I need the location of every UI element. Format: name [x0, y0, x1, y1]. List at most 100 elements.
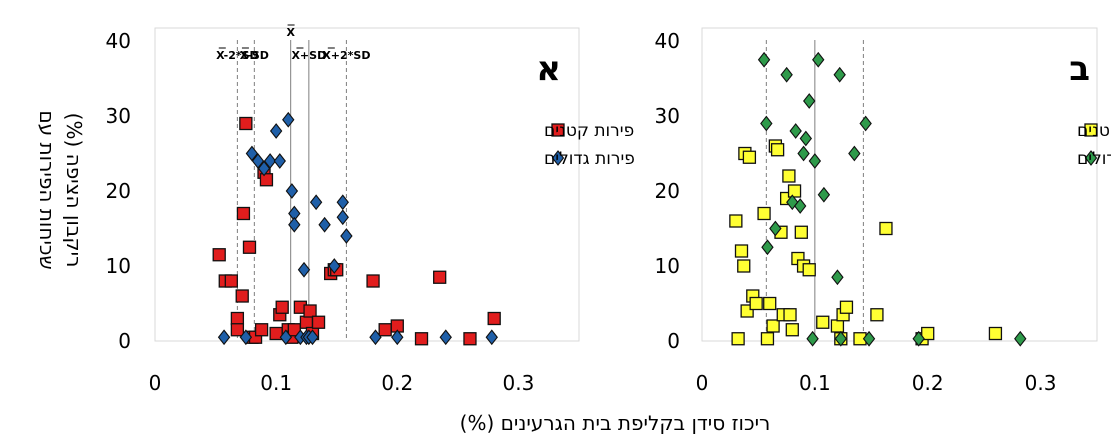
large-fruit-point [769, 220, 782, 237]
y-tick-label: 0 [667, 329, 680, 353]
small-fruit-point [766, 319, 780, 333]
small-fruit-point [749, 296, 763, 311]
small-fruit-point [275, 300, 289, 314]
small-fruit-point [378, 323, 392, 337]
y-tick-label: 30 [106, 104, 131, 128]
y-tick-label: 30 [655, 104, 680, 128]
small-fruit-point [757, 206, 771, 221]
panel-a-reference-lines: X-2*SDX-SD X X+SDX+2*SD [216, 24, 370, 341]
reference-line-label: X [286, 26, 295, 39]
y-axis-title-line-1: שכיחות הפירות עם [35, 110, 59, 269]
large-fruit-point [391, 329, 404, 346]
y-tick-label: 40 [106, 29, 131, 53]
large-fruit-point [817, 186, 831, 203]
small-fruit-point [239, 116, 253, 131]
panel-b-y-ticks: 0 10 20 30 40 [655, 29, 680, 353]
large-fruit-point [336, 209, 349, 226]
small-fruit-point [879, 221, 893, 236]
large-fruit-point [797, 145, 810, 162]
small-fruit-point [734, 244, 749, 258]
small-fruit-point [235, 289, 249, 303]
small-fruit-point [463, 332, 477, 346]
large-fruit-point [789, 123, 802, 139]
small-fruit-point [783, 308, 797, 322]
y-axis-title-line-2: ריקבון הציפה (%) [62, 113, 86, 268]
large-fruit-point [808, 153, 822, 169]
large-fruit-point [340, 228, 353, 244]
panel-a-points [212, 111, 501, 346]
large-fruit-point [803, 93, 816, 109]
small-fruit-point [414, 332, 429, 346]
y-tick-label: 20 [106, 179, 131, 203]
x-tick-label: 0.2 [381, 371, 413, 395]
large-fruit-point [1014, 330, 1027, 347]
small-fruit-point [737, 259, 751, 273]
legend-label: פירות גדולים [1077, 149, 1111, 169]
large-fruit-point [848, 145, 861, 162]
large-fruit-point [757, 51, 771, 68]
large-fruit-point [833, 66, 846, 83]
small-fruit-point [311, 315, 326, 329]
y-axis-title: שכיחות הפירות עם ריקבון הציפה (%) [35, 110, 86, 269]
large-fruit-point [336, 194, 349, 211]
small-fruit-point [816, 315, 830, 329]
small-fruit-point [988, 326, 1003, 341]
panel-b-x-ticks: 0 0.1 0.2 0.3 [696, 371, 1057, 395]
large-fruit-point [251, 153, 265, 169]
large-fruit-point [318, 216, 331, 233]
panel-b-letter: ב [1069, 49, 1090, 89]
x-tick-label: 0.3 [503, 371, 535, 395]
x-tick-label: 0 [149, 371, 162, 395]
y-tick-label: 40 [655, 29, 680, 53]
panel-b-plot-area [701, 27, 1098, 342]
small-fruit-point [763, 296, 777, 311]
panel-b-legend: פירות קטנים פירות גדולים [1077, 121, 1111, 169]
legend-label: פירות קטנים [544, 121, 634, 141]
x-tick-label: 0.1 [260, 371, 292, 395]
small-fruit-point [366, 274, 380, 288]
x-tick-label: 0.2 [912, 371, 944, 395]
large-fruit-point [834, 330, 848, 347]
small-fruit-point [830, 319, 845, 333]
legend-label: פירות גדולים [544, 149, 635, 169]
y-tick-label: 10 [106, 254, 131, 278]
large-fruit-point [282, 111, 295, 128]
small-fruit-point [802, 263, 816, 277]
large-fruit-point [485, 329, 498, 346]
panel-b-points [729, 51, 1027, 347]
small-fruit-point [742, 150, 757, 164]
large-fruit-point [780, 66, 793, 83]
small-fruit-point [839, 300, 854, 314]
large-fruit-point [328, 258, 341, 274]
reference-line-label: X-SD [240, 49, 269, 62]
small-fruit-point [433, 270, 447, 284]
large-fruit-point [306, 329, 319, 346]
legend-marker [1084, 150, 1098, 166]
panel-a-y-ticks: 0 10 20 30 40 [106, 29, 131, 353]
legend-marker [551, 150, 565, 166]
large-fruit-point [831, 269, 844, 286]
small-fruit-point [782, 169, 796, 183]
large-fruit-point [812, 51, 825, 68]
panel-a-plot-area [154, 27, 580, 342]
large-fruit-point [439, 329, 452, 346]
legend-label: פירות קטנים [1077, 121, 1111, 141]
small-fruit-point [785, 323, 799, 337]
large-fruit-point [761, 239, 774, 256]
small-fruit-point [729, 214, 743, 228]
x-tick-label: 0.1 [799, 371, 831, 395]
panel-a-letter: א [536, 49, 561, 89]
reference-line-label: X-2*SD [216, 49, 259, 62]
small-fruit-point [236, 206, 251, 221]
large-fruit-point [257, 160, 271, 177]
small-fruit-point [230, 323, 245, 337]
large-fruit-point [793, 198, 807, 214]
large-fruit-point [285, 183, 299, 199]
small-fruit-point [760, 332, 775, 346]
large-fruit-point [239, 329, 253, 346]
large-fruit-point [245, 145, 259, 162]
large-fruit-point [263, 153, 277, 169]
